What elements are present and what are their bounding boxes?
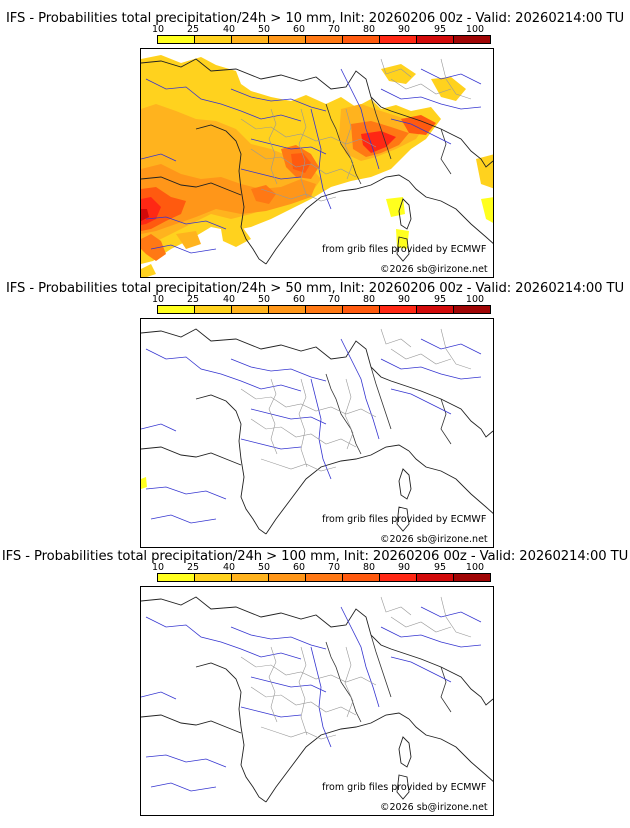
colorbar-tick: 95: [433, 562, 447, 573]
colorbar-tick: 80: [362, 562, 376, 573]
colorbar-segment: [158, 36, 195, 43]
colorbar-tick: 60: [292, 562, 306, 573]
colorbar: [157, 35, 491, 44]
precip-probability-map: [140, 586, 494, 816]
map-canvas: [141, 55, 493, 277]
colorbar-tick: 100: [465, 294, 485, 305]
colorbar-tick: 70: [327, 294, 341, 305]
colorbar: [157, 573, 491, 582]
colorbar-segment: [269, 306, 306, 313]
colorbar-segment: [232, 306, 269, 313]
colorbar-tick: 50: [257, 294, 271, 305]
data-source-credit: from grib files provided by ECMWF: [322, 244, 487, 255]
copyright-credit: ©2026 sb@irizone.net: [380, 802, 488, 813]
data-source-credit: from grib files provided by ECMWF: [322, 514, 487, 525]
colorbar-tick: 95: [433, 294, 447, 305]
colorbar-segment: [343, 574, 380, 581]
colorbar-tick: 70: [327, 24, 341, 35]
colorbar-segment: [306, 36, 343, 43]
colorbar-segment: [380, 36, 417, 43]
colorbar-segment: [195, 36, 232, 43]
map-panel-50mm: IFS - Probabilities total precipitation/…: [0, 270, 630, 548]
map-panel-10mm: IFS - Probabilities total precipitation/…: [0, 0, 630, 278]
colorbar-segment: [306, 306, 343, 313]
colorbar-segment: [380, 306, 417, 313]
colorbar-segment: [417, 306, 454, 313]
colorbar-segment: [195, 306, 232, 313]
data-source-credit: from grib files provided by ECMWF: [322, 782, 487, 793]
colorbar-segment: [158, 574, 195, 581]
colorbar-tick: 60: [292, 24, 306, 35]
panel-title: IFS - Probabilities total precipitation/…: [1, 549, 629, 564]
colorbar-tick: 50: [257, 562, 271, 573]
colorbar-tick: 80: [362, 24, 376, 35]
colorbar-segment: [417, 574, 454, 581]
copyright-credit: ©2026 sb@irizone.net: [380, 534, 488, 545]
colorbar-tick: 70: [327, 562, 341, 573]
colorbar-segment: [269, 574, 306, 581]
colorbar-tick: 80: [362, 294, 376, 305]
colorbar-segment: [343, 306, 380, 313]
colorbar-segment: [195, 574, 232, 581]
map-panel-100mm: IFS - Probabilities total precipitation/…: [0, 538, 630, 816]
colorbar-tick: 25: [186, 562, 200, 573]
colorbar-segment: [269, 36, 306, 43]
precip-field: [141, 477, 147, 489]
copyright-credit: ©2026 sb@irizone.net: [380, 264, 488, 275]
colorbar-tick: 25: [186, 294, 200, 305]
panel-title: IFS - Probabilities total precipitation/…: [5, 281, 625, 296]
colorbar-tick: 40: [222, 562, 236, 573]
colorbar-segment: [306, 574, 343, 581]
colorbar-tick: 60: [292, 294, 306, 305]
colorbar-segment: [454, 306, 490, 313]
colorbar-segment: [454, 574, 490, 581]
colorbar-segment: [454, 36, 490, 43]
precip-field: [141, 55, 493, 277]
map-canvas: [141, 328, 493, 535]
colorbar-segment: [232, 36, 269, 43]
colorbar-tick: 10: [151, 562, 165, 573]
colorbar-tick: 40: [222, 24, 236, 35]
colorbar: [157, 305, 491, 314]
colorbar-segment: [380, 574, 417, 581]
colorbar-tick: 100: [465, 24, 485, 35]
colorbar-tick: 90: [397, 562, 411, 573]
colorbar-segment: [232, 574, 269, 581]
colorbar-tick: 10: [151, 294, 165, 305]
colorbar-tick: 95: [433, 24, 447, 35]
precip-probability-map: [140, 48, 494, 278]
precip-probability-map: [140, 318, 494, 548]
colorbar-tick: 90: [397, 294, 411, 305]
colorbar-tick: 10: [151, 24, 165, 35]
colorbar-tick: 100: [465, 562, 485, 573]
colorbar-tick: 90: [397, 24, 411, 35]
panel-title: IFS - Probabilities total precipitation/…: [5, 11, 625, 26]
colorbar-segment: [158, 306, 195, 313]
colorbar-tick: 50: [257, 24, 271, 35]
colorbar-segment: [343, 36, 380, 43]
colorbar-tick: 40: [222, 294, 236, 305]
colorbar-tick: 25: [186, 24, 200, 35]
colorbar-segment: [417, 36, 454, 43]
